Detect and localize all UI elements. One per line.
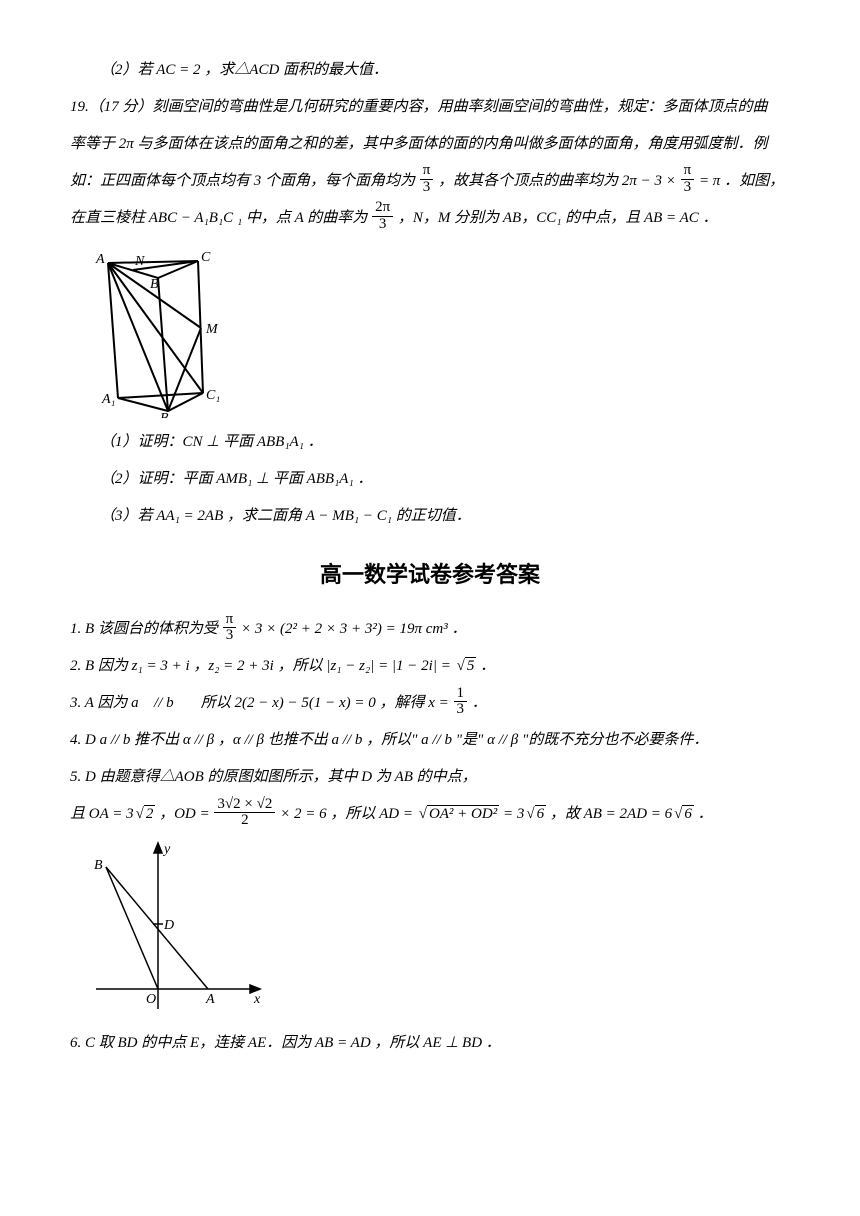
answer-3: 3. A 因为 a⃗ // b⃗ ，所以 2(2 − x) − 5(1 − x)… (70, 687, 790, 720)
label-Bx: B (94, 858, 103, 873)
label-y: y (162, 842, 171, 857)
q18-part2: （2）若 AC = 2 ，求△ACD 面积的最大值． (70, 54, 790, 87)
label-D: D (163, 918, 174, 933)
answer-1: 1. B 该圆台的体积为受 π3 × 3 × (2² + 2 × 3 + 3²)… (70, 613, 790, 646)
q19-intro-l3: 如：正四面体每个顶点均有 3 个面角，每个面角均为 π3 ，故其各个顶点的曲率均… (70, 165, 790, 198)
label-C1: C₁ (206, 388, 220, 403)
label-B: B (150, 277, 159, 292)
prism-diagram: A B C N M A₁ B₁ C₁ (88, 243, 238, 418)
q19-part2: （2）证明：平面 AMB₁ ⊥ 平面 ABB₁A₁ ． (70, 463, 790, 496)
answer-2: 2. B 因为 z₁ = 3 + i ，z₂ = 2 + 3i ，所以 |z₁ … (70, 650, 790, 683)
q19-part1: （1）证明：CN ⊥ 平面 ABB₁A₁ ． (70, 426, 790, 459)
q19-intro-l2: 率等于 2π 与多面体在该点的面角之和的差，其中多面体的面的内角叫做多面体的面角… (70, 128, 790, 161)
q19-intro-l4: 在直三棱柱 ABC − A₁B₁C ₁ 中，点 A 的曲率为 2π3 ，N，M … (70, 202, 790, 235)
label-A: A (95, 252, 105, 267)
label-C: C (201, 250, 211, 265)
answers-title: 高一数学试卷参考答案 (70, 551, 790, 599)
answer-6: 6. C 取 BD 的中点 E，连接 AE．因为 AB = AD ，所以 AE … (70, 1027, 790, 1060)
coord-diagram: y x O A B D (88, 839, 268, 1019)
label-B1: B₁ (160, 411, 173, 418)
q19-part3: （3）若 AA₁ = 2AB ，求二面角 A − MB₁ − C₁ 的正切值． (70, 500, 790, 533)
label-O: O (146, 992, 156, 1007)
answer-4: 4. D a // b 推不出 α // β ，α // β 也推不出 a //… (70, 724, 790, 757)
label-x: x (253, 992, 261, 1007)
answer-5-l1: 5. D 由题意得△AOB 的原图如图所示，其中 D 为 AB 的中点， (70, 761, 790, 794)
label-A1: A₁ (101, 392, 115, 407)
answer-5-l2: 且 OA = 32 ，OD = 3√2 × √22 × 2 = 6 ，所以 AD… (70, 798, 790, 831)
label-Ax: A (205, 992, 215, 1007)
q19-intro-l1: 19.（17 分）刻画空间的弯曲性是几何研究的重要内容，用曲率刻画空间的弯曲性，… (70, 91, 790, 124)
label-M: M (205, 322, 219, 337)
label-N: N (134, 254, 145, 269)
